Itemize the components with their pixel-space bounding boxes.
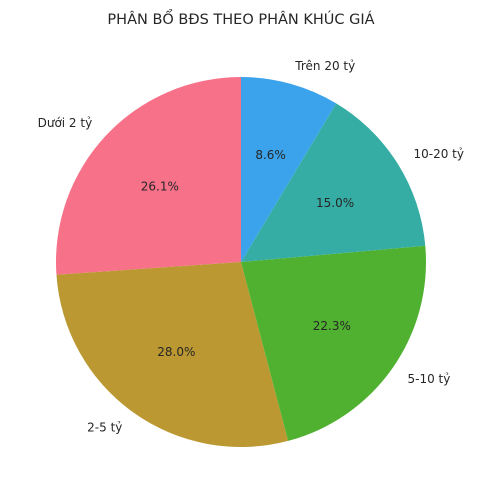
slice-category-label-1: Dưới 2 tỷ <box>38 116 93 130</box>
pie-slice-2 <box>56 262 289 448</box>
slice-category-label-3: 5-10 tỷ <box>408 372 451 386</box>
pie-slice-5 <box>241 77 337 262</box>
pie-slice-1 <box>55 77 242 275</box>
slice-percent-label-1: 26.1% <box>141 179 179 193</box>
pie-slices <box>55 77 426 448</box>
slice-category-label-4: 10-20 tỷ <box>414 147 465 161</box>
pie-slice-4 <box>241 103 426 262</box>
pie-labels: 26.1% Dưới 2 tỷ 28.0% 2-5 tỷ 22.3% 5-10 tỷ 15.… <box>38 59 465 434</box>
slice-category-label-5: Trên 20 tỷ <box>294 59 355 73</box>
slice-percent-label-4: 15.0% <box>316 196 354 210</box>
slice-percent-label-2: 28.0% <box>157 345 195 359</box>
slice-percent-label-3: 22.3% <box>313 319 351 333</box>
chart-title: PHÂN BỔ BĐS THEO PHÂN KHÚC GIÁ <box>107 9 374 28</box>
pie-slice-3 <box>241 245 426 441</box>
slice-percent-label-5: 8.6% <box>255 148 286 162</box>
slice-category-label-2: 2-5 tỷ <box>87 420 122 434</box>
